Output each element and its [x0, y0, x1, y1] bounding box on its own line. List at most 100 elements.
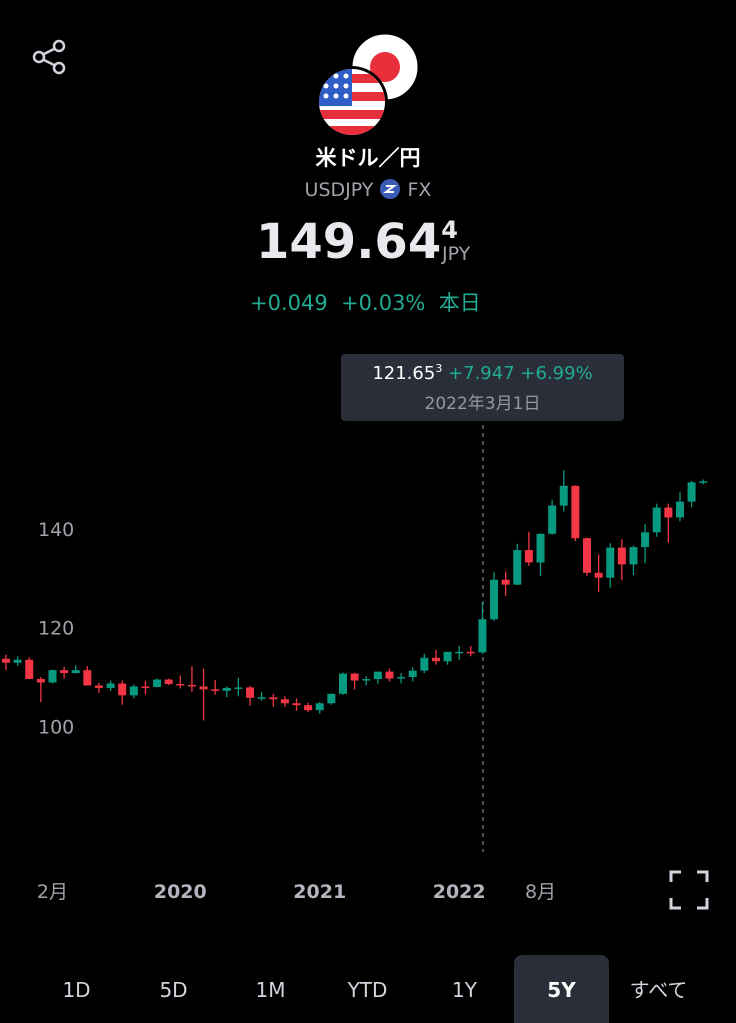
candle-body — [2, 658, 10, 663]
candle-body — [304, 705, 313, 711]
candle-body — [234, 687, 243, 689]
candle-body — [699, 481, 708, 483]
candle-body — [280, 699, 289, 704]
candle-body — [490, 579, 499, 620]
symbol-title: 米ドル／円 — [315, 146, 421, 170]
candle-body — [94, 685, 103, 688]
candle-body — [501, 579, 510, 585]
range-button[interactable]: 1M — [255, 978, 286, 1002]
tooltip-values: 121.653 +7.947 +6.99% — [341, 362, 624, 384]
candle-body — [36, 679, 45, 683]
range-button[interactable]: 1D — [62, 978, 91, 1002]
candle-body — [246, 687, 255, 698]
candle-body — [583, 538, 591, 573]
candle-body — [129, 686, 138, 696]
candle-body — [222, 687, 231, 691]
exchange: FX — [407, 179, 432, 201]
range-button[interactable]: 5Y — [514, 955, 609, 1023]
symbol-line: USDJPY FX — [0, 178, 736, 201]
candle-body — [664, 507, 673, 518]
range-button[interactable]: すべて — [629, 978, 688, 1002]
candle-body — [269, 697, 278, 700]
candle-body — [13, 659, 22, 663]
candle-body — [338, 673, 347, 694]
tooltip-price-sup: 3 — [435, 362, 443, 375]
range-button[interactable]: 5D — [159, 978, 188, 1002]
candle-body — [350, 673, 359, 681]
candle-body — [675, 501, 684, 518]
y-tick-label: 140 — [38, 519, 74, 541]
x-tick-label: 8月 — [525, 881, 556, 903]
price: 149.644 — [256, 214, 458, 270]
candle-body — [629, 547, 638, 565]
candle-body — [106, 683, 115, 688]
symbol-code: USDJPY — [304, 179, 374, 201]
candle-body — [443, 651, 452, 662]
x-tick-label: 2021 — [293, 881, 346, 903]
x-tick-label: 2月 — [37, 881, 68, 903]
range-button[interactable]: YTD — [347, 978, 388, 1002]
candle-body — [687, 482, 696, 502]
tooltip: 121.653 +7.947 +6.99% 2022年3月1日 — [341, 354, 624, 421]
tooltip-price: 121.65 — [372, 363, 436, 384]
candle-body — [617, 547, 626, 565]
candle-body — [153, 679, 162, 687]
x-tick-label: 2020 — [154, 881, 207, 903]
candle-body — [652, 507, 661, 533]
candle-body — [199, 686, 208, 690]
candle-body — [420, 657, 429, 671]
range-button[interactable]: 1Y — [452, 978, 477, 1002]
candle-body — [25, 659, 34, 680]
candle-body — [83, 670, 92, 686]
candle-body — [397, 677, 406, 679]
candle-body — [431, 657, 440, 662]
tooltip-date: 2022年3月1日 — [424, 394, 541, 414]
candle-body — [571, 485, 580, 539]
candle-body — [48, 670, 57, 683]
candle-body — [548, 505, 557, 534]
y-tick-label: 100 — [38, 716, 74, 738]
chart: 100 120 140 2月 2020 2021 2022 8月 — [2, 425, 708, 903]
candle-body — [257, 697, 266, 699]
candle-body — [164, 679, 173, 684]
candle-body — [362, 679, 371, 681]
candle-body — [315, 703, 324, 711]
y-tick-label: 120 — [38, 618, 74, 640]
candle-body — [559, 485, 568, 506]
candle-body — [141, 686, 150, 688]
candle-body — [466, 651, 475, 654]
candle-body — [292, 703, 301, 706]
candle-body — [408, 670, 417, 678]
candle-body — [71, 670, 80, 674]
currency: JPY — [442, 243, 471, 265]
fullscreen-icon[interactable] — [668, 869, 710, 911]
x-tick-label: 2022 — [433, 881, 486, 903]
change-pct: +0.03% — [341, 291, 426, 315]
period: 本日 — [438, 291, 481, 315]
candle-body — [176, 683, 185, 686]
share-icon[interactable] — [30, 38, 70, 78]
candle-body — [524, 550, 533, 563]
change-row: +0.049 +0.03% 本日 — [250, 287, 481, 317]
candle-body — [536, 533, 545, 563]
exchange-icon — [380, 179, 401, 199]
candle-body — [385, 671, 394, 679]
candle-body — [513, 550, 522, 585]
candle-body — [373, 671, 382, 680]
tooltip-change: +7.947 — [448, 363, 515, 384]
candle-body — [606, 547, 615, 578]
price-sup: 4 — [441, 216, 458, 244]
price-main: 149.64 — [256, 214, 442, 270]
candle-body — [478, 619, 487, 653]
candle-body — [211, 689, 220, 691]
candle-body — [327, 693, 336, 704]
currency-flags — [316, 31, 421, 138]
range-bar: 1D 5D 1M YTD 1Y 5Y すべて — [0, 955, 736, 1023]
candle-body — [455, 651, 464, 654]
candle-body — [118, 683, 127, 696]
candle-body — [60, 670, 69, 674]
candle-body — [641, 532, 650, 548]
tooltip-change-pct: +6.99% — [520, 363, 593, 384]
candle-body — [594, 572, 603, 578]
